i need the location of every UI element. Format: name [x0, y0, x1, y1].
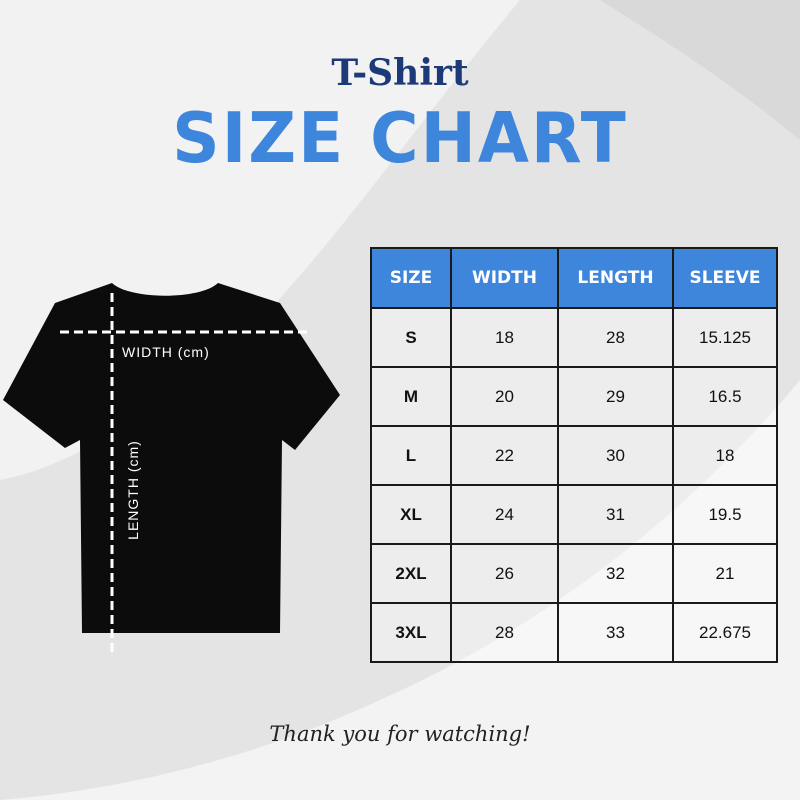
length-label: LENGTH (cm) — [125, 440, 141, 540]
cell-width: 22 — [450, 425, 559, 486]
cell-sleeve: 16.5 — [672, 366, 778, 427]
table-row: XL 24 31 19.5 — [370, 484, 778, 545]
cell-sleeve: 15.125 — [672, 307, 778, 368]
cell-size: M — [370, 366, 452, 427]
cell-width: 18 — [450, 307, 559, 368]
table-row: 2XL 26 32 21 — [370, 543, 778, 604]
cell-length: 28 — [557, 307, 674, 368]
cell-size: 2XL — [370, 543, 452, 604]
cell-width: 20 — [450, 366, 559, 427]
cell-length: 29 — [557, 366, 674, 427]
header-size: SIZE — [370, 247, 452, 309]
table-row: M 20 29 16.5 — [370, 366, 778, 427]
table-row: S 18 28 15.125 — [370, 307, 778, 368]
width-label: WIDTH (cm) — [122, 344, 210, 360]
cell-length: 33 — [557, 602, 674, 663]
page-title: SIZE CHART — [172, 98, 628, 179]
table-row: L 22 30 18 — [370, 425, 778, 486]
cell-width: 28 — [450, 602, 559, 663]
cell-size: XL — [370, 484, 452, 545]
cell-sleeve: 22.675 — [672, 602, 778, 663]
size-table: SIZE WIDTH LENGTH SLEEVE S 18 28 15.125 M 20 2… — [370, 247, 778, 663]
header-length: LENGTH — [557, 247, 674, 309]
footer-message: Thank you for watching! — [269, 722, 531, 746]
cell-size: 3XL — [370, 602, 452, 663]
cell-length: 32 — [557, 543, 674, 604]
header-width: WIDTH — [450, 247, 559, 309]
cell-sleeve: 19.5 — [672, 484, 778, 545]
cell-length: 31 — [557, 484, 674, 545]
table-row: 3XL 28 33 22.675 — [370, 602, 778, 663]
cell-sleeve: 21 — [672, 543, 778, 604]
header-sleeve: SLEEVE — [672, 247, 778, 309]
cell-size: S — [370, 307, 452, 368]
table-header-row: SIZE WIDTH LENGTH SLEEVE — [370, 247, 778, 309]
subtitle: T-Shirt — [331, 52, 469, 94]
tshirt-icon — [3, 283, 340, 652]
cell-width: 26 — [450, 543, 559, 604]
cell-width: 24 — [450, 484, 559, 545]
cell-length: 30 — [557, 425, 674, 486]
cell-sleeve: 18 — [672, 425, 778, 486]
cell-size: L — [370, 425, 452, 486]
